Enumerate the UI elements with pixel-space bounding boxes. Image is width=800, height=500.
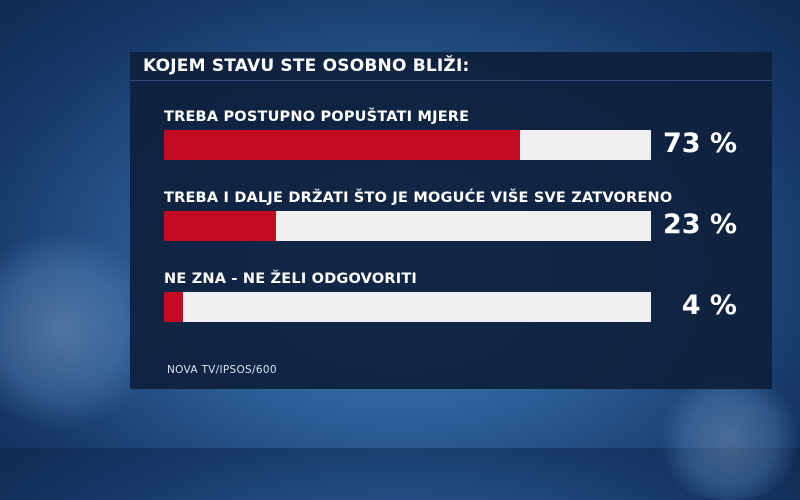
panel-header: KOJEM STAVU STE OSOBNO BLIŽI:: [130, 52, 772, 81]
chart-title: KOJEM STAVU STE OSOBNO BLIŽI:: [143, 56, 470, 76]
source-note: NOVA TV/IPSOS/600: [167, 364, 277, 376]
category-label-2: TREBA I DALJE DRŽATI ŠTO JE MOGUĆE VIŠE …: [164, 190, 673, 206]
bar-3: [164, 292, 184, 322]
bar-track-1: [164, 130, 651, 160]
value-label-1: 73 %: [662, 128, 737, 159]
bar-1: [164, 130, 520, 160]
bar-track-2: [164, 211, 651, 241]
bar-2: [164, 211, 276, 241]
value-label-3: 4 %: [681, 290, 737, 321]
category-label-1: TREBA POSTUPNO POPUŠTATI MJERE: [164, 109, 470, 125]
bar-track-3: [164, 292, 651, 322]
poll-panel: KOJEM STAVU STE OSOBNO BLIŽI: TREBA POST…: [130, 52, 772, 389]
value-label-2: 23 %: [662, 209, 737, 240]
category-label-3: NE ZNA - NE ŽELI ODGOVORITI: [164, 271, 418, 287]
background-virus-right: [650, 380, 800, 500]
